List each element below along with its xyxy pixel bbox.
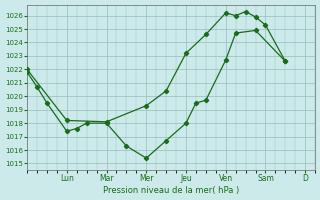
X-axis label: Pression niveau de la mer( hPa ): Pression niveau de la mer( hPa ) <box>103 186 239 195</box>
